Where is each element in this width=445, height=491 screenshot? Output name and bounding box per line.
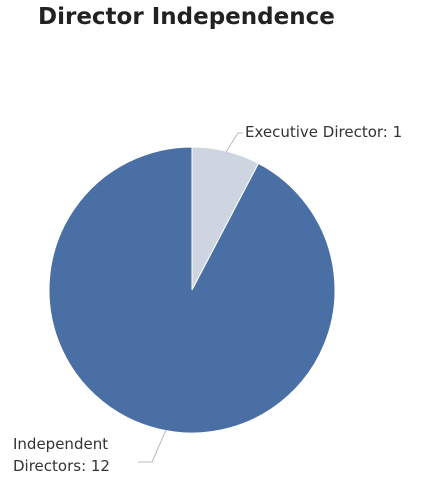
slice-label: Executive Director: 1 xyxy=(245,123,403,141)
slice-label: Independent Directors: 12 xyxy=(13,435,110,475)
chart-title: Director Independence xyxy=(38,4,335,30)
leader-line xyxy=(138,429,167,463)
leader-line xyxy=(225,132,243,153)
pie-slice xyxy=(48,146,336,434)
